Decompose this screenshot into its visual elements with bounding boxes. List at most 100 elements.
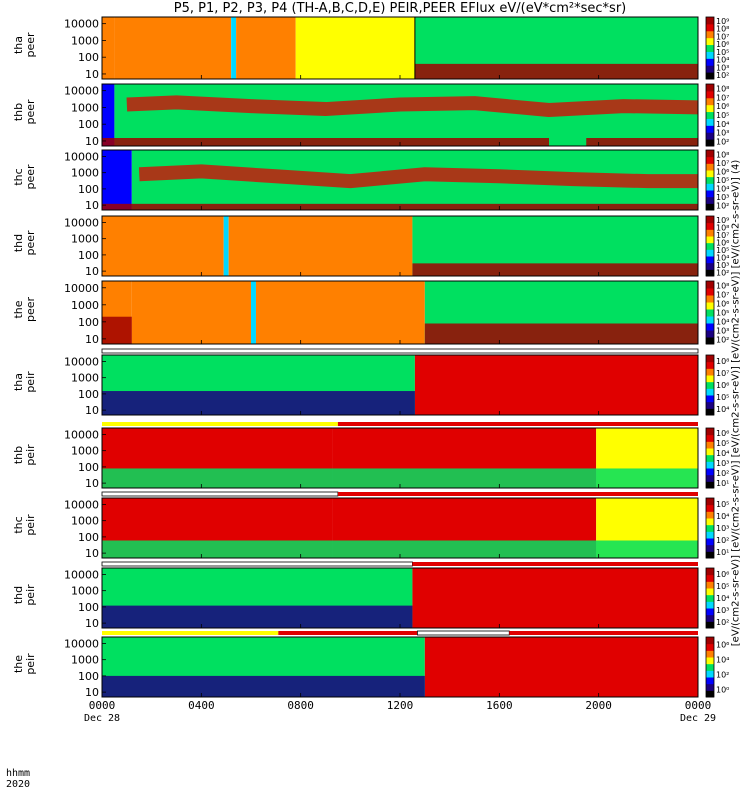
y-tick-label-8-0: 10 bbox=[85, 617, 99, 630]
panel-probe-label-0: tha bbox=[12, 36, 25, 54]
flux-band-1-1 bbox=[586, 138, 698, 146]
y-tick-label-2-1: 100 bbox=[78, 183, 99, 196]
colorbar-label-3-4: 10⁶ bbox=[716, 238, 729, 247]
colorbar-label-0-0: 10² bbox=[716, 71, 729, 80]
colorbar-cell-5-4 bbox=[706, 381, 714, 389]
colorbar-frame-5 bbox=[705, 354, 715, 416]
panel-probe-label-1: thb bbox=[12, 103, 25, 121]
colorbar-cell-6-8 bbox=[706, 428, 714, 436]
flux-band-5-0 bbox=[102, 391, 415, 415]
y-tick-label-5-0: 10 bbox=[85, 404, 99, 417]
colorbar-cell-6-5 bbox=[706, 448, 714, 456]
colorbar-cell-2-8 bbox=[706, 150, 714, 158]
y-tick-label-5-2: 1000 bbox=[71, 372, 99, 385]
colorbar-cell-6-0 bbox=[706, 481, 714, 489]
colorbar-frame-8 bbox=[705, 567, 715, 629]
panel-instrument-label-0: peer bbox=[24, 32, 37, 58]
flux-band-4-1 bbox=[424, 323, 698, 344]
colorbar-cell-3-4 bbox=[706, 242, 714, 250]
colorbar-label-7-3: 10⁴ bbox=[716, 512, 729, 521]
y-tick-label-1-0: 10 bbox=[85, 135, 99, 148]
x-tick-label-3: 1200 bbox=[387, 699, 414, 712]
colorbar-label-6-5: 10⁶ bbox=[716, 429, 729, 438]
colorbar-label-1-0: 10² bbox=[716, 138, 729, 147]
colorbar-cell-3-3 bbox=[706, 249, 714, 257]
colorbar-cell-7-0 bbox=[706, 551, 714, 559]
colorbar-cell-1-7 bbox=[706, 90, 714, 99]
colorbar-cell-7-5 bbox=[706, 518, 714, 526]
y-tick-label-1-3: 10000 bbox=[64, 85, 99, 98]
colorbar-cell-4-7 bbox=[706, 288, 714, 296]
colorbar-cell-3-5 bbox=[706, 236, 714, 244]
panel-probe-label-6: thb bbox=[12, 446, 25, 464]
colorbar-cell-9-1 bbox=[706, 683, 714, 691]
colorbar-cell-1-8 bbox=[706, 84, 714, 92]
flux-band-1-0 bbox=[102, 138, 549, 146]
flux-segment-1-0 bbox=[102, 84, 115, 146]
colorbar-cell-5-3 bbox=[706, 388, 714, 396]
colorbar-cell-1-0 bbox=[706, 139, 714, 147]
colorbar-cell-4-2 bbox=[706, 323, 714, 331]
colorbar-label-8-3: 10⁵ bbox=[716, 582, 729, 591]
colorbar-cell-5-5 bbox=[706, 375, 714, 383]
flux-segment-4-3 bbox=[255, 281, 425, 344]
colorbar-label-3-6: 10⁸ bbox=[716, 223, 729, 232]
colorbar-label-4-6: 10⁸ bbox=[716, 282, 729, 291]
y-tick-label-0-2: 1000 bbox=[71, 34, 99, 47]
colorbar-cell-4-4 bbox=[706, 309, 714, 317]
colorbar-label-2-4: 10⁶ bbox=[716, 167, 729, 176]
flux-segment-3-2 bbox=[228, 216, 413, 276]
colorbar-label-1-3: 10⁵ bbox=[716, 111, 729, 120]
colorbar-cell-6-2 bbox=[706, 468, 714, 476]
colorbar-cell-2-7 bbox=[706, 156, 714, 164]
colorbar-label-3-2: 10⁴ bbox=[716, 253, 729, 262]
colorbar-label-3-0: 10² bbox=[716, 268, 729, 277]
bar-segment-7-0 bbox=[101, 491, 339, 497]
colorbar-cell-5-0 bbox=[706, 408, 714, 416]
flux-band-3-0 bbox=[412, 263, 698, 276]
colorbar-label-1-2: 10⁴ bbox=[716, 120, 729, 129]
colorbar-label-3-7: 10⁹ bbox=[716, 216, 729, 225]
colorbar-label-8-1: 10³ bbox=[716, 606, 729, 615]
colorbar-cell-9-0 bbox=[706, 690, 714, 698]
colorbar-label-0-3: 10⁵ bbox=[716, 48, 729, 57]
bar-segment-9-0 bbox=[102, 631, 279, 635]
colorbar-units-text: [eV/(cm2-s-sr-eV)] [eV/(cm2-s-sr-eV)] [e… bbox=[730, 159, 742, 646]
colorbar-label-2-2: 10⁴ bbox=[716, 185, 729, 194]
panel-probe-label-9: the bbox=[12, 655, 25, 673]
y-tick-label-5-1: 100 bbox=[78, 388, 99, 401]
colorbar-cell-9-8 bbox=[706, 637, 714, 645]
colorbar-cell-8-8 bbox=[706, 568, 714, 576]
panel-instrument-label-9: peir bbox=[24, 653, 37, 675]
y-tick-label-2-0: 10 bbox=[85, 199, 99, 212]
flux-segment-8-1 bbox=[412, 568, 698, 628]
colorbar-cell-4-1 bbox=[706, 330, 714, 338]
y-tick-label-8-3: 10000 bbox=[64, 568, 99, 581]
colorbar-cell-0-2 bbox=[706, 58, 714, 66]
colorbar-cell-5-6 bbox=[706, 368, 714, 376]
flux-band-0-0 bbox=[414, 63, 698, 79]
panel-probe-label-3: thd bbox=[12, 234, 25, 252]
colorbar-label-7-0: 10¹ bbox=[716, 548, 729, 557]
colorbar-cell-3-0 bbox=[706, 269, 714, 277]
bar-segment-8-1 bbox=[412, 562, 698, 566]
colorbar-cell-9-3 bbox=[706, 670, 714, 678]
x-tick-label-5: 2000 bbox=[585, 699, 612, 712]
y-tick-label-7-3: 10000 bbox=[64, 498, 99, 511]
colorbar-cell-4-3 bbox=[706, 316, 714, 324]
colorbar-cell-6-1 bbox=[706, 474, 714, 482]
bar-segment-8-0 bbox=[101, 561, 413, 567]
panel-instrument-label-5: peir bbox=[24, 371, 37, 393]
panel-probe-label-2: thc bbox=[12, 168, 25, 185]
colorbar-cell-9-5 bbox=[706, 657, 714, 665]
y-tick-label-6-0: 10 bbox=[85, 477, 99, 490]
y-tick-label-4-1: 100 bbox=[78, 316, 99, 329]
colorbar-cell-1-1 bbox=[706, 132, 714, 140]
colorbar-label-6-2: 10³ bbox=[716, 459, 729, 468]
colorbar-cell-7-6 bbox=[706, 511, 714, 519]
colorbar-cell-9-6 bbox=[706, 650, 714, 658]
colorbar-label-2-0: 10² bbox=[716, 202, 729, 211]
colorbar-cell-5-8 bbox=[706, 355, 714, 363]
colorbar-label-9-1: 10² bbox=[716, 671, 729, 680]
